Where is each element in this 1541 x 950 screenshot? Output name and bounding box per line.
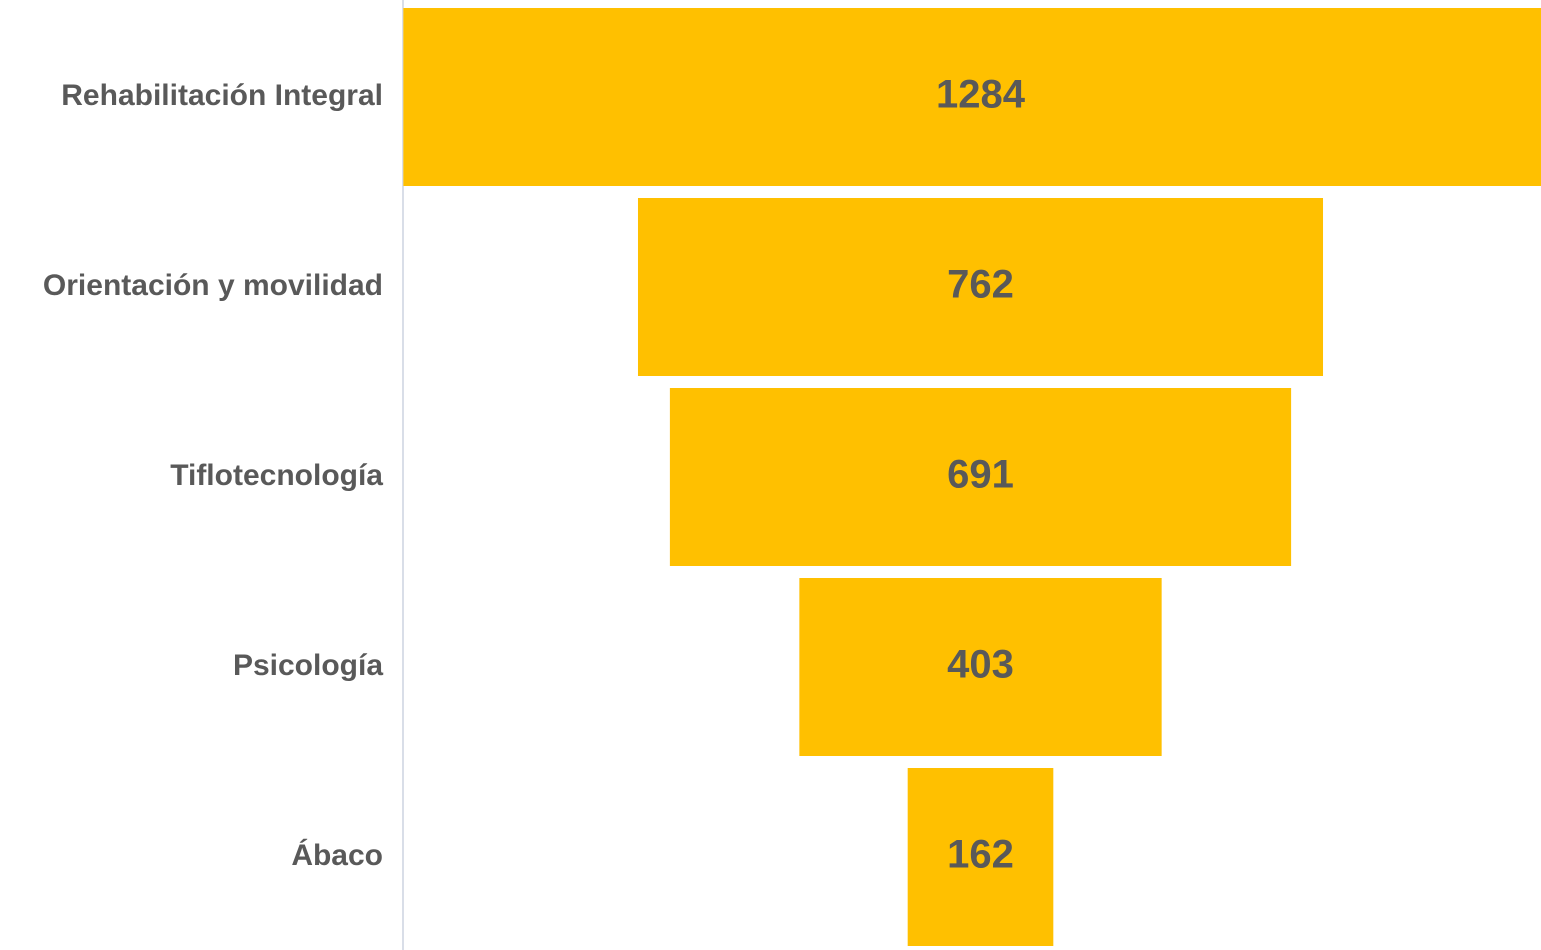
data-label: 1284 xyxy=(936,73,1026,117)
data-label: 762 xyxy=(947,263,1014,307)
category-label: Tiflotecnología xyxy=(170,459,383,492)
funnel-bar xyxy=(799,578,1162,756)
category-label: Rehabilitación Integral xyxy=(61,79,383,112)
category-label: Psicología xyxy=(233,649,383,682)
funnel-bar xyxy=(403,8,1541,186)
category-label: Ábaco xyxy=(291,838,383,872)
data-label: 691 xyxy=(947,453,1014,497)
funnel-bar xyxy=(669,388,1292,566)
category-label: Orientación y movilidad xyxy=(43,269,383,302)
data-label: 162 xyxy=(947,833,1014,877)
data-label: 403 xyxy=(947,643,1014,687)
funnel-bar xyxy=(907,768,1054,946)
funnel-bar xyxy=(637,198,1324,376)
